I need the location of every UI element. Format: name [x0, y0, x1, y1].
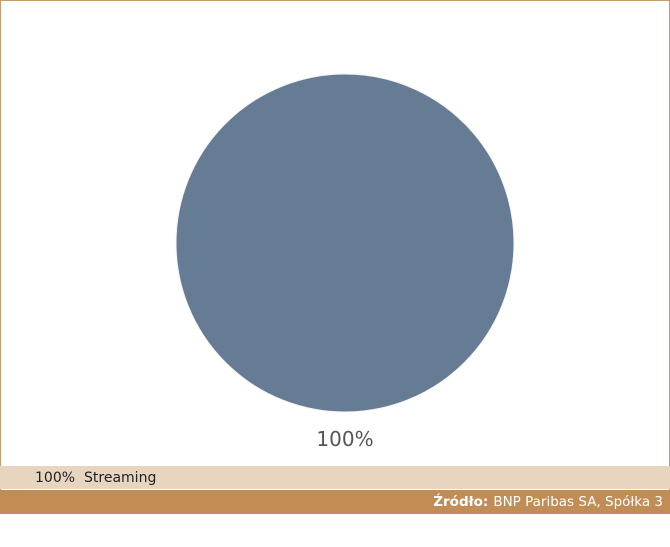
pie-slice-streaming: [175, 73, 515, 413]
legend-percent: 100%: [35, 469, 76, 486]
source-text: BNP Paribas SA, Spółka 3: [493, 494, 663, 510]
footer: Źródło: BNP Paribas SA, Spółka 3: [0, 490, 670, 547]
slice-label-streaming: 100%: [316, 427, 373, 451]
legend: 100% Streaming: [0, 466, 670, 489]
source-label: Źródło:: [433, 494, 489, 510]
source-strip: Źródło: BNP Paribas SA, Spółka 3: [0, 490, 670, 514]
pie-slices: [175, 73, 515, 413]
pie-chart: 100%: [175, 73, 515, 451]
legend-label: Streaming: [84, 469, 157, 486]
